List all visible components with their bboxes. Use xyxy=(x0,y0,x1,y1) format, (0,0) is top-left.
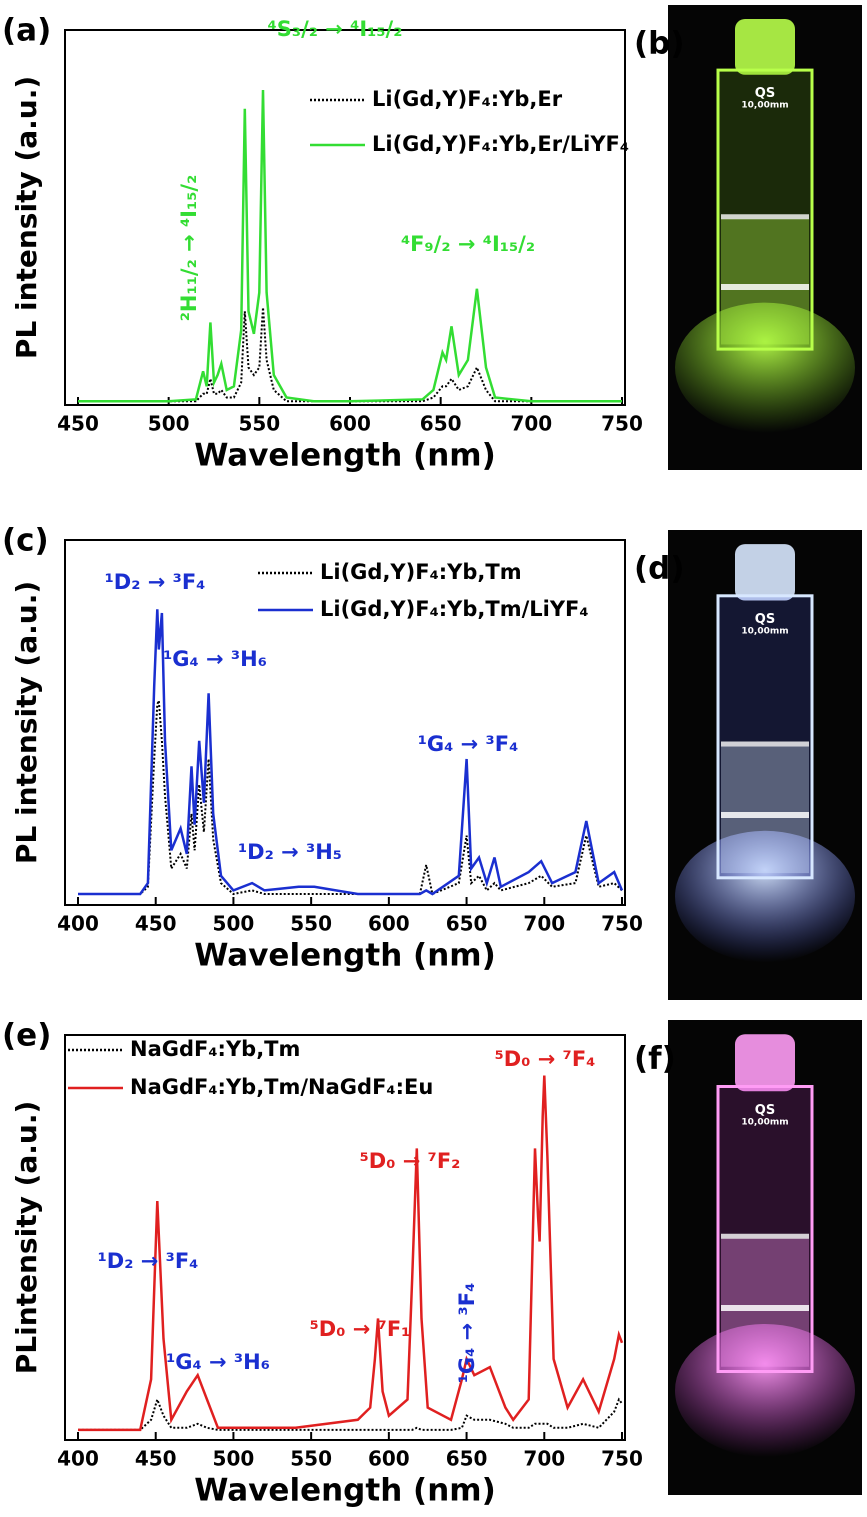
annotation: ⁵D₀ → ⁷F₂ xyxy=(360,1149,461,1173)
annotation: ⁵D₀ → ⁷F₁ xyxy=(310,1317,411,1341)
cuvette-band xyxy=(721,284,809,290)
cuvette-marking: QS xyxy=(755,1103,775,1118)
x-tick-label: 400 xyxy=(57,1447,99,1471)
plot-frame xyxy=(64,1034,626,1441)
annotation: ⁴F₉/₂ → ⁴I₁₅/₂ xyxy=(401,232,535,256)
x-tick-label: 650 xyxy=(420,412,462,436)
cuvette-band xyxy=(721,1305,809,1311)
cuvette-marking: QS xyxy=(755,86,775,101)
x-tick-label: 500 xyxy=(213,1447,255,1471)
x-tick-label: 750 xyxy=(601,912,643,936)
cuvette-size: 10,00mm xyxy=(741,100,788,110)
series-line xyxy=(78,1396,623,1431)
cuvette-liquid xyxy=(721,746,809,874)
x-tick-label: 500 xyxy=(213,912,255,936)
panel-label: (b) xyxy=(634,26,685,62)
cuvette-size: 10,00mm xyxy=(741,627,788,637)
series-line xyxy=(78,700,623,896)
x-axis-title: Wavelength (nm) xyxy=(194,1473,496,1509)
legend-label: Li(Gd,Y)F₄:Yb,Tm/LiYF₄ xyxy=(320,597,589,621)
panel-label: (e) xyxy=(2,1018,51,1054)
series-line xyxy=(78,609,624,896)
cuvette-meniscus xyxy=(721,214,809,220)
x-axis-title: Wavelength (nm) xyxy=(194,938,496,974)
x-tick-label: 500 xyxy=(148,412,190,436)
cuvette-cap xyxy=(735,18,795,75)
x-tick-label: 700 xyxy=(523,1447,565,1471)
x-tick-label: 550 xyxy=(290,912,332,936)
annotation: ¹G₄ → ³H₆ xyxy=(166,1350,270,1374)
y-axis-title: PL intensity (a.u.) xyxy=(10,581,43,864)
legend-label: Li(Gd,Y)F₄:Yb,Tm xyxy=(320,560,522,584)
cuvette-cap xyxy=(735,544,795,601)
x-tick-label: 750 xyxy=(601,1447,643,1471)
panel-label: (c) xyxy=(2,523,49,559)
x-tick-label: 700 xyxy=(510,412,552,436)
x-tick-label: 550 xyxy=(238,412,280,436)
x-tick-label: 600 xyxy=(368,1447,410,1471)
annotation: ⁴S₃/₂ → ⁴I₁₅/₂ xyxy=(268,17,403,41)
x-tick-label: 450 xyxy=(135,912,177,936)
photo-glow xyxy=(675,830,855,963)
series-line xyxy=(78,1075,624,1432)
cuvette-marking: QS xyxy=(755,612,775,627)
x-tick-label: 700 xyxy=(523,912,565,936)
annotation: ¹D₂ → ³F₄ xyxy=(105,570,206,594)
x-tick-label: 650 xyxy=(446,912,488,936)
plot-frame xyxy=(64,539,626,906)
x-tick-label: 550 xyxy=(290,1447,332,1471)
cuvette-meniscus xyxy=(721,741,809,747)
cuvette-cap xyxy=(735,1034,795,1092)
x-tick-label: 600 xyxy=(368,912,410,936)
photo-glow xyxy=(675,1324,855,1457)
legend-label: Li(Gd,Y)F₄:Yb,Er xyxy=(372,87,563,111)
legend-label: NaGdF₄:Yb,Tm/NaGdF₄:Eu xyxy=(130,1075,433,1099)
panel-label: (f) xyxy=(634,1041,676,1077)
x-axis-title: Wavelength (nm) xyxy=(194,438,496,474)
annotation: ¹D₂ → ³H₅ xyxy=(238,840,342,864)
cuvette-band xyxy=(721,812,809,818)
cuvette-liquid xyxy=(721,218,809,345)
annotation: ¹D₂ → ³F₄ xyxy=(98,1249,199,1273)
x-tick-label: 750 xyxy=(601,412,643,436)
x-tick-label: 400 xyxy=(57,912,99,936)
y-axis-title: PL intensity (a.u.) xyxy=(10,76,43,359)
series-line xyxy=(78,89,622,403)
cuvette-body xyxy=(716,1085,814,1373)
annotation: ¹G₄ → ³H₆ xyxy=(163,647,267,671)
cuvette-meniscus xyxy=(721,1233,809,1239)
cuvette-body xyxy=(716,68,814,351)
panel-label: (a) xyxy=(2,13,51,49)
y-axis-title: PLintensity (a.u.) xyxy=(10,1101,43,1375)
cuvette-liquid xyxy=(721,1238,809,1367)
legend-label: Li(Gd,Y)F₄:Yb,Er/LiYF₄ xyxy=(372,132,629,156)
photo-glow xyxy=(675,302,855,433)
annotation: ¹G₄ → ³F₄ xyxy=(418,732,519,756)
x-tick-label: 450 xyxy=(135,1447,177,1471)
annotation: ²H₁₁/₂ → ⁴I₁₅/₂ xyxy=(177,175,201,322)
plot-frame xyxy=(64,29,626,406)
x-tick-label: 600 xyxy=(329,412,371,436)
series-line xyxy=(78,307,622,403)
legend-label: NaGdF₄:Yb,Tm xyxy=(130,1037,300,1061)
x-tick-label: 450 xyxy=(57,412,99,436)
panel-label: (d) xyxy=(634,551,685,587)
x-tick-label: 650 xyxy=(446,1447,488,1471)
annotation: ¹G₄ → ³F₄ xyxy=(455,1283,479,1384)
annotation: ⁵D₀ → ⁷F₄ xyxy=(495,1047,596,1071)
cuvette-size: 10,00mm xyxy=(741,1118,788,1128)
cuvette-body xyxy=(716,594,814,880)
